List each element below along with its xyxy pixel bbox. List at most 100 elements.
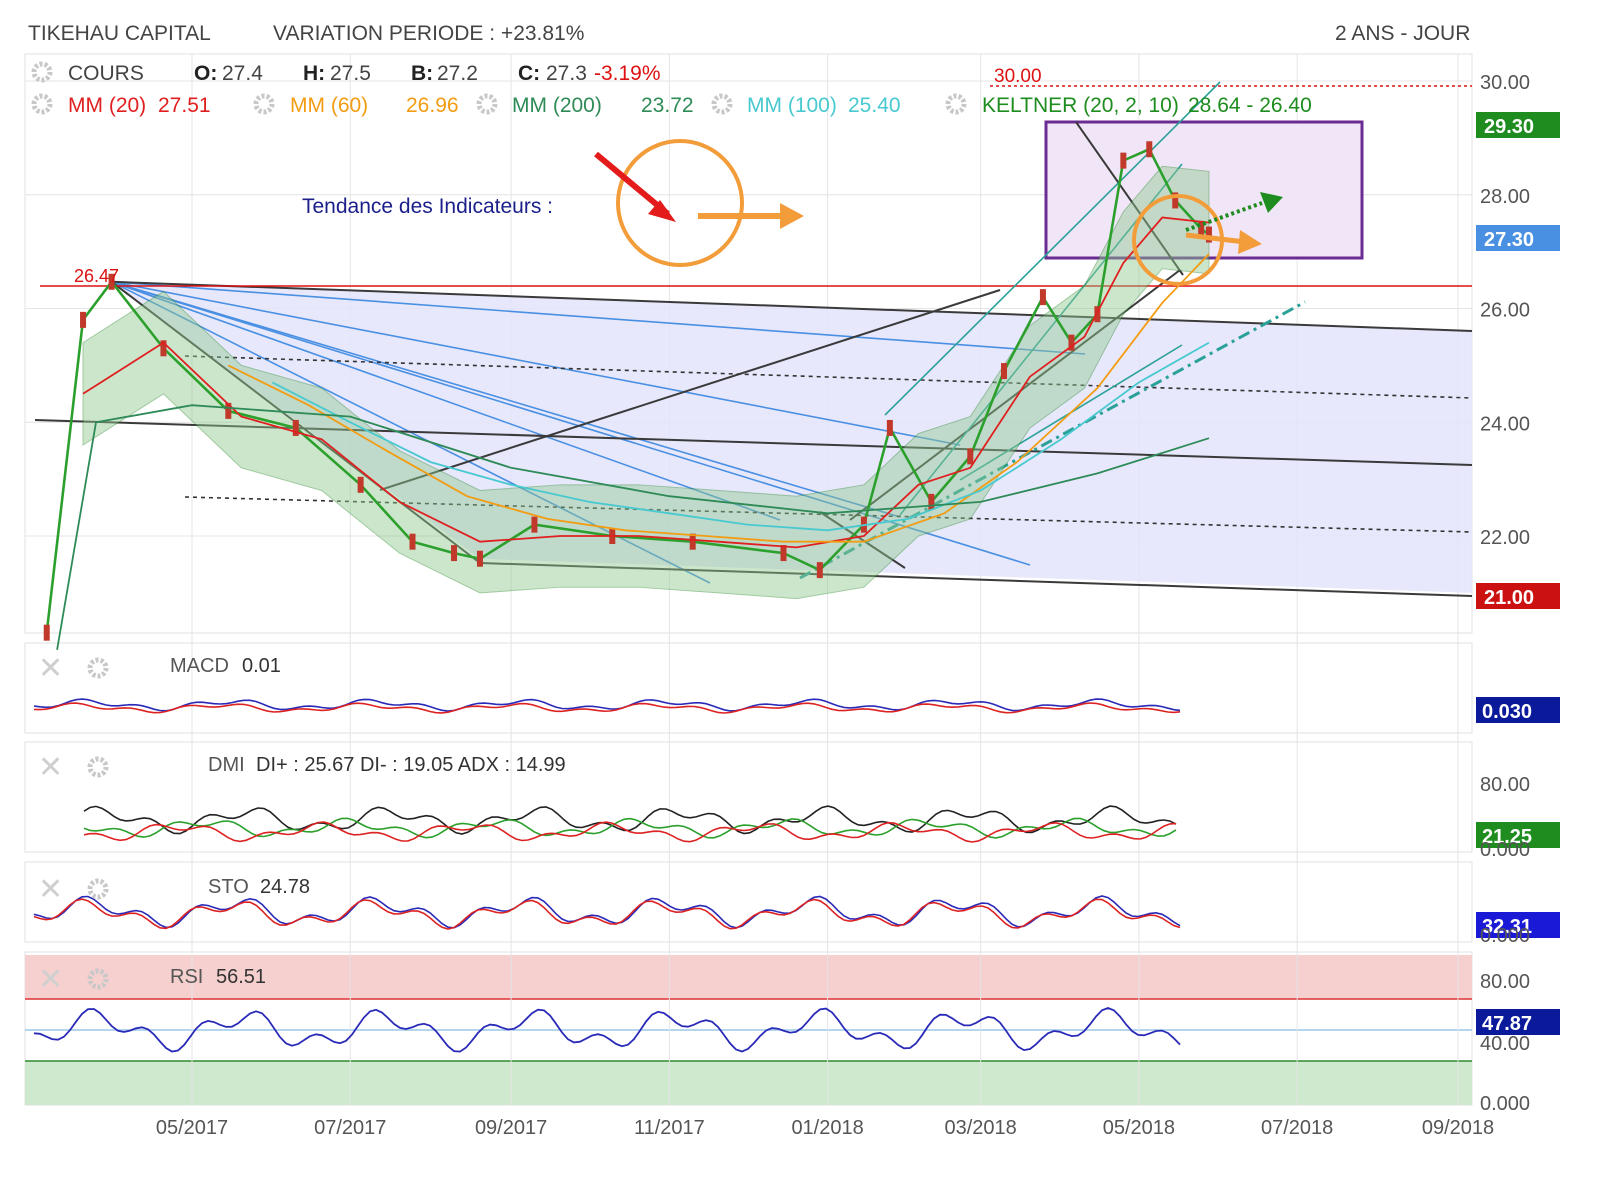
series-cours: [45, 147, 1210, 633]
x-tick-label: 11/2017: [634, 1117, 705, 1139]
price-candle: [225, 402, 232, 419]
indicator-panels: ✕ MACD 0.01 0.030 ✕ DMI DI+ : 25.67 DI- : 19.0…: [33, 651, 1560, 1115]
y-tick-label: 26.00: [1480, 300, 1530, 322]
trend-drawings: [34, 81, 1473, 597]
price-badge: [1476, 583, 1560, 609]
series-mm-100: [271, 341, 1210, 532]
trend-line: [34, 419, 1473, 466]
chart-labels: 05/2017 07/2017 09/2017 11/2017 01/2018 03/20…: [31, 61, 1560, 1139]
price-candle: [1039, 289, 1046, 306]
price-badge-value: 27.30: [1484, 229, 1534, 251]
ma-legend-value: 27.51: [158, 94, 211, 117]
ma-gear-icon: [945, 93, 967, 115]
rsi-line: [33, 1007, 1181, 1053]
price-candle: [1146, 141, 1153, 158]
adx-line: [83, 805, 1177, 835]
price-badge: [1476, 225, 1560, 251]
price-series: [43, 141, 1212, 650]
rsi-tick-label: 80.00: [1480, 971, 1530, 993]
panel-frame: [24, 861, 1473, 943]
company-title: TIKEHAU CAPITAL: [28, 22, 211, 45]
dotted-up-arrow-head-icon: [1260, 192, 1283, 213]
price-candle: [1120, 152, 1127, 169]
overlay-annotations: Tendance des Indicateurs : 26.47 30.00: [74, 66, 1283, 286]
price-badge-value: 29.30: [1484, 116, 1534, 138]
trend-line: [849, 269, 1181, 521]
right-arrow-head-icon: [780, 203, 804, 229]
trend-line: [819, 511, 906, 569]
price-candle: [531, 516, 538, 533]
sto-badge: [1476, 912, 1560, 938]
price-candle: [476, 550, 483, 567]
rsi-badge: [1476, 1009, 1560, 1035]
trend-line: [479, 562, 1473, 597]
y-tick-label: 22.00: [1480, 527, 1530, 549]
fan-line: [111, 280, 1086, 355]
small-right-arrow-head-icon: [1238, 230, 1262, 254]
price-candle: [1198, 220, 1205, 237]
projection-line: [799, 300, 1306, 580]
x-tick-label: 03/2018: [945, 1117, 1017, 1139]
rsi-tick-label: 40.00: [1480, 1033, 1530, 1055]
change-value: -3.19%: [594, 62, 661, 85]
price-candle: [80, 311, 87, 328]
price-badge-value: 21.00: [1484, 587, 1534, 609]
dmi-label: DMI: [208, 754, 245, 776]
panel-frame: [24, 642, 1473, 734]
low-value: 27.2: [437, 62, 478, 85]
close-key: C:: [518, 62, 540, 85]
series-mm-60: [227, 253, 1210, 543]
ma-gear-icon: [711, 93, 733, 115]
ma-legend-value: 23.72: [641, 94, 694, 117]
trend-line: [379, 289, 1001, 491]
close-icon: ✕: [38, 750, 63, 785]
series-mm-20: [82, 216, 1210, 549]
fan-line: [111, 281, 781, 521]
rsi-label: RSI: [170, 966, 203, 988]
price-candle: [816, 562, 823, 579]
channel-line: [899, 163, 1183, 516]
di-minus-line: [83, 821, 1177, 843]
period-label[interactable]: 2 ANS - JOUR: [1335, 22, 1471, 45]
x-tick-label: 07/2018: [1261, 1117, 1333, 1139]
sto-badge-value: 32.31: [1482, 916, 1532, 938]
dmi-badge: [1476, 822, 1560, 848]
settings-gear-icon: [87, 968, 109, 990]
price-candle: [1172, 192, 1179, 209]
rsi-oversold-zone: [25, 1061, 1472, 1105]
x-tick-label: 05/2018: [1103, 1117, 1175, 1139]
ma-legend-label: MM (100): [747, 94, 837, 117]
price-candle: [160, 340, 167, 357]
price-candle: [780, 545, 787, 562]
price-candle: [409, 533, 416, 550]
y-tick-label: 28.00: [1480, 186, 1530, 208]
macd-value: 0.01: [242, 655, 281, 677]
price-candle: [292, 419, 299, 436]
down-arrow-head-icon: [648, 200, 676, 222]
ma-legend-label: MM (60): [290, 94, 368, 117]
ma-gear-icon: [31, 93, 53, 115]
rsi-overbought-zone: [25, 955, 1472, 999]
price-candle: [928, 493, 935, 510]
close-icon: ✕: [38, 872, 63, 907]
rsi-value: 56.51: [216, 966, 266, 988]
trend-line: [1075, 121, 1184, 276]
price-candle: [1001, 363, 1008, 380]
close-icon: ✕: [38, 962, 63, 997]
settings-gear-icon: [87, 657, 109, 679]
ma-legend-value: 25.40: [848, 94, 901, 117]
trend-channel: [111, 281, 1472, 593]
di-plus-line: [83, 817, 1177, 839]
price-candle: [43, 624, 50, 641]
price-candle: [108, 273, 115, 290]
trend-line: [111, 280, 1473, 332]
close-value: 27.3: [546, 62, 587, 85]
low-key: B:: [411, 62, 433, 85]
rsi-tick-label: 0.000: [1480, 1093, 1530, 1115]
open-value: 27.4: [222, 62, 263, 85]
sto-tick-label: 0.000: [1480, 925, 1530, 947]
dotted-line: [184, 355, 1473, 399]
macd-badge-value: 0.030: [1482, 701, 1532, 723]
fan-line: [111, 280, 961, 446]
ma-legend-value: 26.96: [406, 94, 459, 117]
